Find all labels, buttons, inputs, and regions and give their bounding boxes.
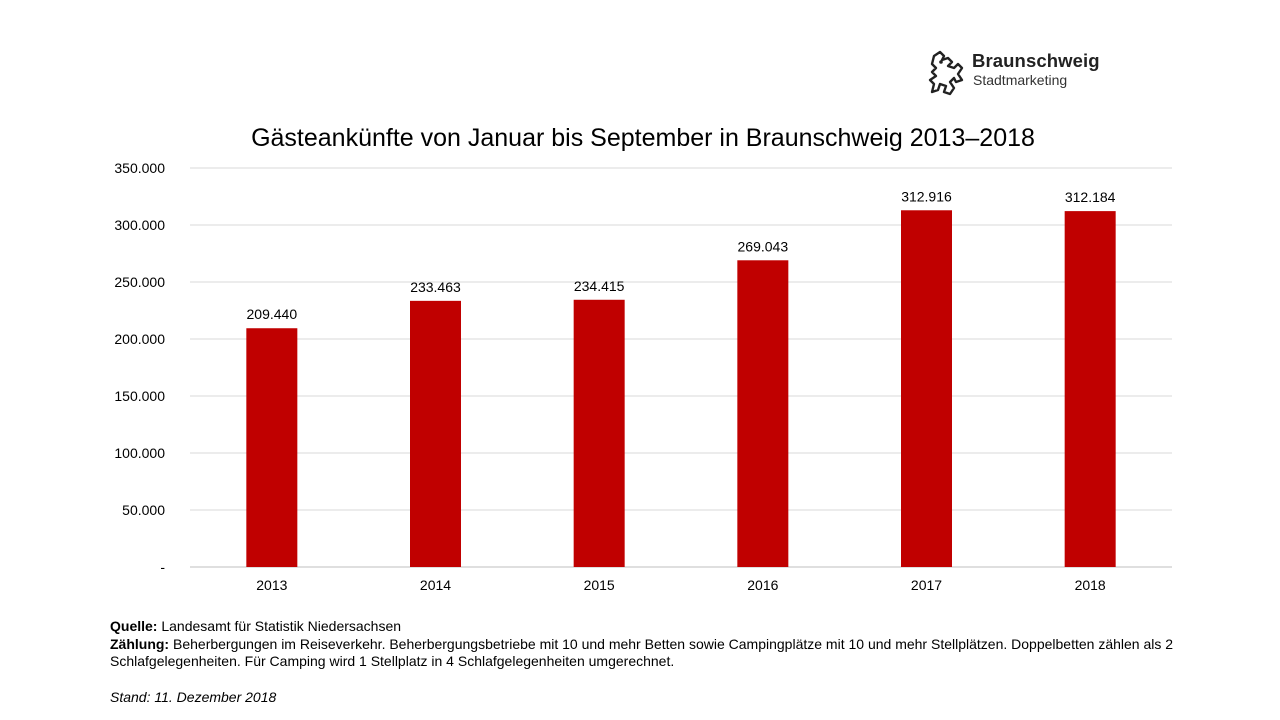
y-tick-label: 100.000 (114, 445, 165, 461)
chart-title: Gästeankünfte von Januar bis September i… (251, 124, 1035, 152)
bar-2015 (573, 299, 625, 567)
lion-crest-icon (928, 50, 964, 96)
y-tick-label: 350.000 (114, 160, 165, 176)
chart-notes: Quelle: Landesamt für Statistik Niedersa… (110, 618, 1230, 671)
gridlines (190, 167, 1172, 568)
x-tick-label: 2017 (911, 577, 942, 593)
x-tick-label: 2014 (420, 577, 451, 593)
count-text: Beherbergungen im Reiseverkehr. Beherber… (110, 635, 1174, 670)
count-label: Zählung: (110, 635, 170, 652)
x-axis: 2013 2014 2015 2016 2017 2018 (256, 577, 1106, 593)
x-tick-label: 2015 (584, 577, 615, 593)
braunschweig-logo: Braunschweig Stadtmarketing (926, 50, 1126, 102)
bar-2016 (737, 260, 789, 567)
bar-2018 (1064, 211, 1116, 568)
source-text: Landesamt für Statistik Niedersachsen (157, 618, 402, 634)
y-tick-label: - (160, 559, 165, 575)
y-tick-label: 50.000 (122, 502, 165, 518)
count-note: Zählung: Beherbergungen im Reiseverkehr.… (110, 636, 1230, 671)
bar-2017 (901, 210, 952, 567)
data-labels: 209.440 233.463 234.415 269.043 312.916 312.1… (247, 188, 1116, 322)
logo-name: Braunschweig (972, 50, 1100, 71)
y-tick-label: 150.000 (114, 388, 165, 404)
source-label: Quelle: (110, 618, 158, 634)
bar-2014 (410, 300, 461, 567)
x-tick-label: 2013 (256, 577, 287, 593)
x-tick-label: 2016 (747, 577, 778, 593)
y-tick-label: 250.000 (114, 274, 165, 290)
bar-chart: Gästeankünfte von Januar bis September i… (114, 124, 1172, 593)
data-label-2018: 312.184 (1065, 189, 1116, 205)
logo-subtitle: Stadtmarketing (973, 72, 1068, 88)
data-label-2016: 269.043 (738, 238, 789, 254)
source-note: Quelle: Landesamt für Statistik Niedersa… (110, 618, 1230, 636)
data-label-2014: 233.463 (410, 279, 461, 295)
data-label-2017: 312.916 (901, 188, 952, 204)
data-label-2013: 209.440 (247, 306, 298, 322)
bar-2013 (246, 328, 298, 567)
stand-date: Stand: 11. Dezember 2018 (110, 689, 277, 705)
y-axis: - 50.000 100.000 150.000 200.000 250.000 300.0… (114, 160, 165, 575)
x-tick-label: 2018 (1075, 577, 1106, 593)
y-tick-label: 200.000 (114, 331, 165, 347)
bars (246, 210, 1116, 568)
data-label-2015: 234.415 (574, 278, 625, 294)
y-tick-label: 300.000 (114, 217, 165, 233)
